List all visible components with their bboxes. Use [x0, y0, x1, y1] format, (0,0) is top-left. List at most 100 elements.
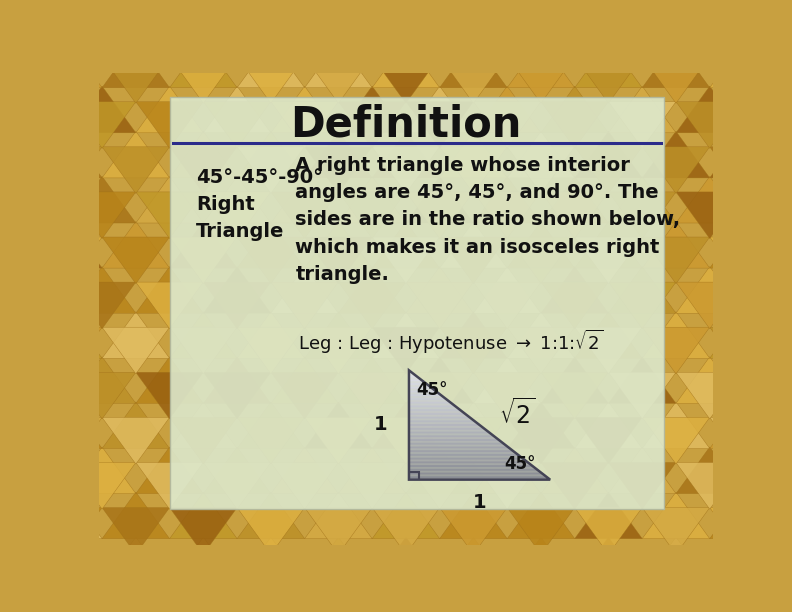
Polygon shape [440, 327, 507, 374]
Polygon shape [474, 176, 541, 223]
Polygon shape [409, 424, 480, 425]
Polygon shape [575, 492, 642, 539]
Polygon shape [409, 470, 539, 471]
Polygon shape [409, 428, 485, 429]
Polygon shape [271, 176, 338, 223]
Polygon shape [406, 463, 474, 509]
Polygon shape [237, 312, 305, 358]
Polygon shape [204, 282, 271, 329]
Polygon shape [372, 492, 440, 539]
Polygon shape [102, 553, 169, 599]
Polygon shape [440, 492, 507, 539]
Polygon shape [271, 372, 338, 419]
Polygon shape [676, 357, 744, 403]
Polygon shape [744, 176, 792, 223]
Polygon shape [409, 403, 453, 405]
Polygon shape [744, 86, 792, 133]
Polygon shape [372, 402, 440, 449]
Text: $\sqrt{2}$: $\sqrt{2}$ [499, 398, 536, 428]
Polygon shape [676, 102, 744, 148]
Polygon shape [676, 0, 744, 43]
Polygon shape [642, 507, 710, 554]
Polygon shape [409, 381, 425, 382]
Polygon shape [575, 131, 642, 178]
Polygon shape [102, 41, 169, 88]
Polygon shape [406, 86, 474, 133]
Polygon shape [35, 57, 102, 103]
Polygon shape [541, 447, 608, 494]
Polygon shape [35, 417, 102, 464]
Polygon shape [35, 222, 102, 268]
Polygon shape [409, 429, 486, 430]
Polygon shape [68, 102, 136, 148]
Polygon shape [409, 452, 516, 453]
Polygon shape [440, 417, 507, 464]
Polygon shape [474, 357, 541, 403]
Polygon shape [169, 507, 237, 554]
Polygon shape [305, 537, 372, 584]
Polygon shape [409, 451, 515, 452]
Polygon shape [409, 432, 490, 433]
Polygon shape [338, 372, 406, 419]
Polygon shape [237, 222, 305, 268]
Polygon shape [409, 442, 505, 444]
Polygon shape [409, 373, 414, 375]
Polygon shape [338, 267, 406, 313]
Polygon shape [440, 553, 507, 599]
Polygon shape [169, 492, 237, 539]
Polygon shape [409, 465, 532, 466]
Polygon shape [136, 192, 204, 239]
Polygon shape [744, 12, 792, 58]
Polygon shape [409, 453, 519, 455]
Polygon shape [406, 192, 474, 239]
Polygon shape [136, 12, 204, 58]
Polygon shape [338, 357, 406, 403]
Polygon shape [305, 147, 372, 193]
Polygon shape [676, 12, 744, 58]
Polygon shape [136, 282, 204, 329]
Polygon shape [507, 147, 575, 193]
Polygon shape [608, 267, 676, 313]
Polygon shape [169, 131, 237, 178]
Polygon shape [271, 267, 338, 313]
Polygon shape [575, 222, 642, 268]
Polygon shape [474, 447, 541, 494]
Polygon shape [710, 237, 777, 283]
Polygon shape [409, 422, 478, 424]
Polygon shape [409, 447, 509, 448]
Polygon shape [710, 327, 777, 374]
Polygon shape [305, 57, 372, 103]
Polygon shape [409, 476, 546, 477]
Polygon shape [575, 327, 642, 374]
Polygon shape [541, 86, 608, 133]
Polygon shape [409, 406, 457, 407]
Polygon shape [68, 357, 136, 403]
Polygon shape [575, 537, 642, 584]
Polygon shape [710, 57, 777, 103]
Polygon shape [35, 237, 102, 283]
Polygon shape [136, 176, 204, 223]
Polygon shape [409, 471, 541, 473]
Polygon shape [237, 402, 305, 449]
Polygon shape [305, 402, 372, 449]
Polygon shape [409, 389, 436, 391]
Polygon shape [409, 474, 545, 476]
Polygon shape [409, 466, 535, 468]
Polygon shape [237, 57, 305, 103]
Polygon shape [744, 357, 792, 403]
Polygon shape [406, 357, 474, 403]
Polygon shape [338, 0, 406, 43]
Polygon shape [169, 402, 237, 449]
Polygon shape [35, 507, 102, 554]
Polygon shape [169, 553, 237, 599]
Polygon shape [237, 507, 305, 554]
Polygon shape [169, 327, 237, 374]
Polygon shape [608, 0, 676, 43]
Polygon shape [102, 537, 169, 584]
Polygon shape [169, 537, 237, 584]
Polygon shape [474, 0, 541, 43]
Polygon shape [507, 57, 575, 103]
Polygon shape [409, 397, 444, 398]
Polygon shape [541, 176, 608, 223]
Polygon shape [409, 444, 506, 446]
